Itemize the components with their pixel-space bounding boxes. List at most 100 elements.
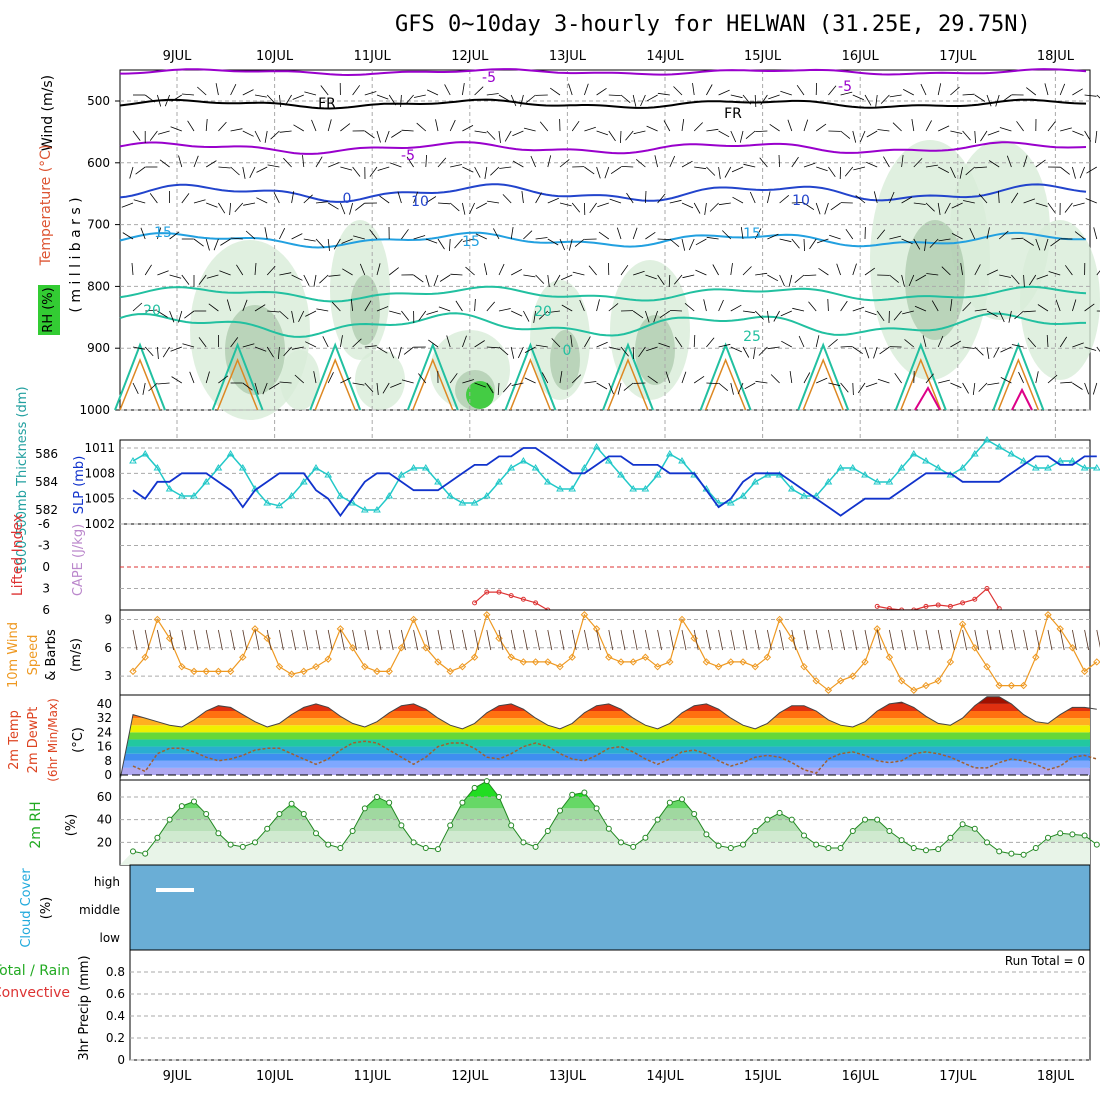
thickness-point bbox=[214, 464, 223, 471]
upper-wind-barb bbox=[938, 238, 951, 242]
thickness-point bbox=[373, 506, 381, 513]
upper-wind-barb bbox=[815, 202, 821, 215]
upper-wind-barb bbox=[541, 372, 549, 384]
surface-contour-orange bbox=[412, 357, 454, 411]
thickness-point bbox=[153, 464, 162, 471]
upper-wind-barb bbox=[718, 343, 731, 348]
wind10-point bbox=[226, 667, 235, 676]
wind10-point bbox=[861, 658, 869, 666]
wind10-unit: (m/s) bbox=[69, 638, 84, 672]
upper-wind-barb bbox=[645, 190, 647, 204]
temp-tick-label: 40 bbox=[97, 697, 112, 711]
upper-wind-barb bbox=[303, 238, 316, 242]
rh-point bbox=[813, 841, 820, 848]
wind10-tick-label: 3 bbox=[104, 669, 112, 683]
contour-label: -5 bbox=[838, 79, 852, 95]
rh-point bbox=[471, 784, 478, 791]
upper-wind-barb bbox=[596, 299, 600, 312]
thickness-point bbox=[299, 478, 308, 485]
wind10-point bbox=[971, 644, 979, 652]
rh-point bbox=[1008, 850, 1015, 857]
rh-point bbox=[947, 834, 954, 841]
upper-wind-barb bbox=[157, 310, 168, 318]
upper-wind-barb bbox=[462, 238, 475, 242]
upper-wind-barb bbox=[327, 202, 339, 210]
upper-wind-barb bbox=[279, 130, 292, 133]
upper-wind-barb bbox=[669, 155, 676, 168]
slp-panel-frame bbox=[119, 439, 1091, 525]
wind10-barb bbox=[388, 629, 394, 651]
upper-wind-barb bbox=[830, 202, 841, 211]
date-label-bottom: 13JUL bbox=[549, 1069, 587, 1084]
wind10-point bbox=[531, 658, 540, 666]
upper-wind-barb bbox=[455, 300, 463, 312]
upper-wind-barb bbox=[533, 310, 536, 323]
thickness-point bbox=[507, 464, 516, 471]
upper-wind-barb bbox=[792, 307, 805, 312]
upper-wind-barb bbox=[144, 94, 156, 103]
upper-wind-barb bbox=[998, 190, 1000, 204]
upper-wind-barb bbox=[486, 301, 496, 312]
rh-point bbox=[166, 816, 173, 823]
upper-wind-barb bbox=[205, 238, 210, 251]
upper-wind-barb bbox=[608, 303, 619, 312]
upper-wind-barb bbox=[1011, 237, 1024, 240]
upper-wind-barb bbox=[553, 274, 561, 286]
upper-wind-barb bbox=[959, 166, 963, 179]
upper-wind-barb bbox=[608, 130, 616, 142]
upper-wind-barb bbox=[816, 238, 829, 244]
upper-wind-barb bbox=[340, 335, 343, 348]
date-label-top: 12JUL bbox=[451, 49, 489, 64]
wind10-barb bbox=[279, 629, 284, 651]
upper-wind-barb bbox=[1072, 88, 1083, 96]
wind10-barb bbox=[706, 629, 711, 651]
upper-wind-barb bbox=[974, 94, 986, 102]
surface-contour-orange bbox=[900, 357, 942, 411]
temp-tick-label: 8 bbox=[104, 754, 112, 768]
rh-point bbox=[374, 794, 380, 800]
upper-wind-barb bbox=[653, 310, 658, 323]
upper-wind-barb bbox=[1059, 336, 1068, 348]
upper-wind-barb bbox=[490, 166, 500, 176]
wind10-barb bbox=[815, 629, 821, 651]
upper-wind-barb bbox=[1035, 238, 1041, 251]
upper-wind-barb bbox=[469, 202, 475, 215]
dewpoint-line bbox=[132, 740, 1098, 775]
upper-wind-barb bbox=[767, 274, 779, 282]
upper-wind-barb bbox=[791, 202, 804, 204]
upper-wind-barb bbox=[548, 310, 561, 313]
upper-wind-barb bbox=[1095, 130, 1098, 143]
upper-wind-barb bbox=[498, 346, 509, 356]
upper-wind-barb bbox=[681, 119, 685, 132]
rh-point bbox=[801, 832, 807, 839]
upper-wind-barb bbox=[965, 166, 976, 176]
contour-label: 25 bbox=[743, 329, 761, 345]
rh-point bbox=[288, 800, 295, 807]
upper-wind-barb bbox=[759, 157, 768, 168]
upper-wind-barb bbox=[920, 83, 927, 96]
upper-wind-barb bbox=[798, 335, 805, 348]
upper-wind-barb bbox=[610, 166, 622, 175]
upper-wind-barb bbox=[584, 381, 597, 384]
upper-wind-barb bbox=[132, 302, 143, 312]
surface-contour-teal bbox=[894, 342, 947, 411]
rh-point bbox=[361, 805, 368, 812]
upper-wind-barb bbox=[242, 343, 255, 348]
upper-wind-barb bbox=[498, 130, 501, 143]
upper-wind-barb bbox=[364, 91, 377, 96]
upper-wind-barb bbox=[1072, 342, 1084, 348]
upper-wind-barb bbox=[1035, 202, 1048, 207]
rh-point bbox=[313, 830, 319, 837]
upper-wind-barb bbox=[388, 94, 397, 106]
rh-point bbox=[581, 789, 588, 796]
wind10-barb bbox=[974, 629, 980, 651]
rh-shade-bright bbox=[466, 381, 494, 409]
wind10-point bbox=[653, 662, 662, 671]
upper-wind-barb bbox=[355, 202, 366, 211]
contour-label: 0 bbox=[563, 343, 572, 359]
wind10-point bbox=[263, 634, 271, 643]
upper-wind-barb bbox=[938, 166, 949, 173]
wind10-point bbox=[934, 677, 942, 685]
upper-wind-barb bbox=[142, 382, 146, 395]
thickness-point bbox=[275, 501, 284, 509]
